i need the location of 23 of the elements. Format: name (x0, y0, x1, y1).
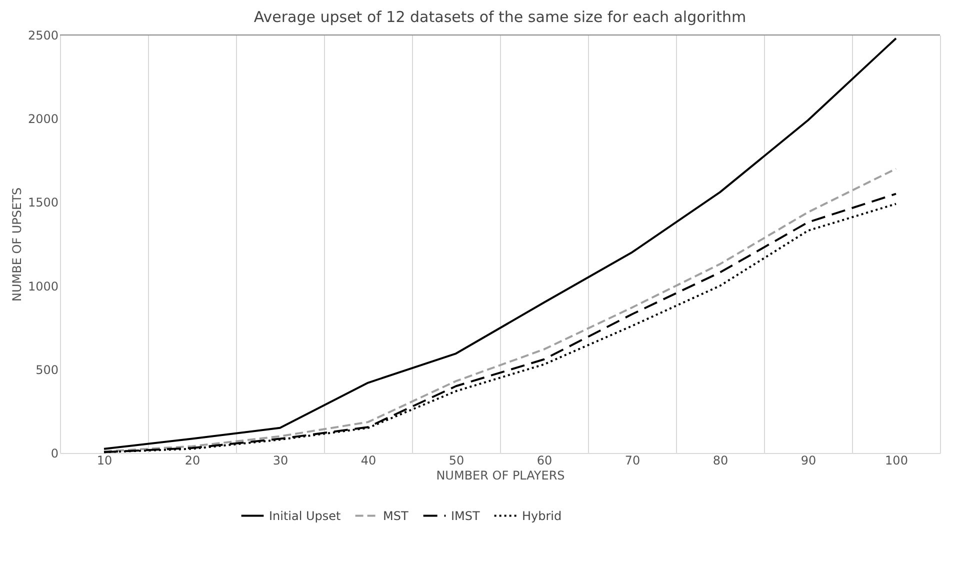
x-tick-label: 60 (536, 454, 552, 468)
y-tick-label: 1500 (28, 196, 58, 210)
legend-label: IMST (451, 508, 481, 523)
x-tick-label: 10 (96, 454, 112, 468)
x-tick-label: 20 (184, 454, 200, 468)
x-tick-label: 90 (800, 454, 816, 468)
y-tick-label: 1000 (28, 279, 58, 294)
chart-title: Average upset of 12 datasets of the same size for each algorithm (254, 8, 746, 26)
y-tick-label: 2500 (28, 28, 58, 42)
x-tick-label: 80 (712, 454, 728, 468)
y-axis-title: NUMBE OF UPSETS (10, 187, 24, 302)
y-tick-label: 0 (50, 446, 58, 460)
y-tick-label: 2000 (28, 112, 58, 126)
legend-label: MST (383, 508, 409, 523)
x-tick-label: 30 (272, 454, 288, 468)
x-tick-label: 40 (360, 454, 376, 468)
y-tick-label: 500 (36, 362, 58, 377)
x-axis-title: NUMBER OF PLAYERS (436, 468, 565, 482)
x-tick-label: 70 (624, 454, 640, 468)
x-tick-label: 100 (885, 454, 908, 468)
x-tick-label: 50 (448, 454, 464, 468)
legend-label: Hybrid (522, 508, 562, 523)
legend-label: Initial Upset (269, 508, 342, 523)
